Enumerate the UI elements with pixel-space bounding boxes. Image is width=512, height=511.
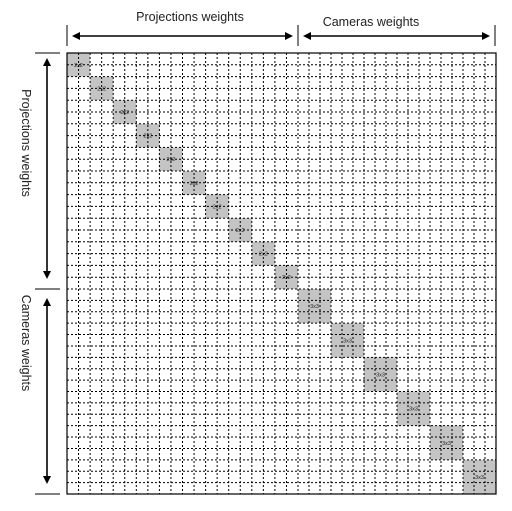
camera-block-label: 3x3 bbox=[409, 407, 418, 413]
camera-block-label: 3x3 bbox=[442, 441, 451, 447]
projection-block-label: 2x2 bbox=[190, 181, 199, 187]
side-header-cameras: Cameras weights bbox=[19, 295, 33, 392]
camera-block-label: 3x3 bbox=[310, 304, 319, 310]
matrix-border bbox=[66, 52, 497, 495]
matrix-grid bbox=[67, 53, 496, 494]
camera-block bbox=[430, 425, 463, 460]
projection-block-label: 2x2 bbox=[213, 204, 222, 210]
projection-block bbox=[67, 53, 91, 77]
weight-matrix: 2x22x22x22x22x22x22x22x22x22x23x33x33x33… bbox=[66, 52, 497, 495]
top-header-projections: Projections weights bbox=[136, 10, 244, 24]
camera-block bbox=[364, 357, 397, 392]
projection-block-label: 2x2 bbox=[167, 157, 176, 163]
diagonal-blocks: 2x22x22x22x22x22x22x22x22x22x23x33x33x33… bbox=[67, 53, 496, 494]
camera-block-label: 3x3 bbox=[343, 338, 352, 344]
camera-block bbox=[298, 289, 331, 324]
projection-block bbox=[159, 147, 183, 171]
top-header-cameras: Cameras weights bbox=[323, 15, 420, 29]
projection-block-label: 2x2 bbox=[143, 134, 152, 140]
projection-block bbox=[90, 76, 114, 101]
camera-block bbox=[397, 391, 430, 426]
side-header-projections: Projections weights bbox=[19, 89, 33, 197]
camera-block bbox=[463, 459, 496, 494]
camera-block-label: 3x3 bbox=[475, 475, 484, 481]
camera-block bbox=[331, 323, 364, 358]
camera-block-label: 3x3 bbox=[376, 372, 385, 378]
